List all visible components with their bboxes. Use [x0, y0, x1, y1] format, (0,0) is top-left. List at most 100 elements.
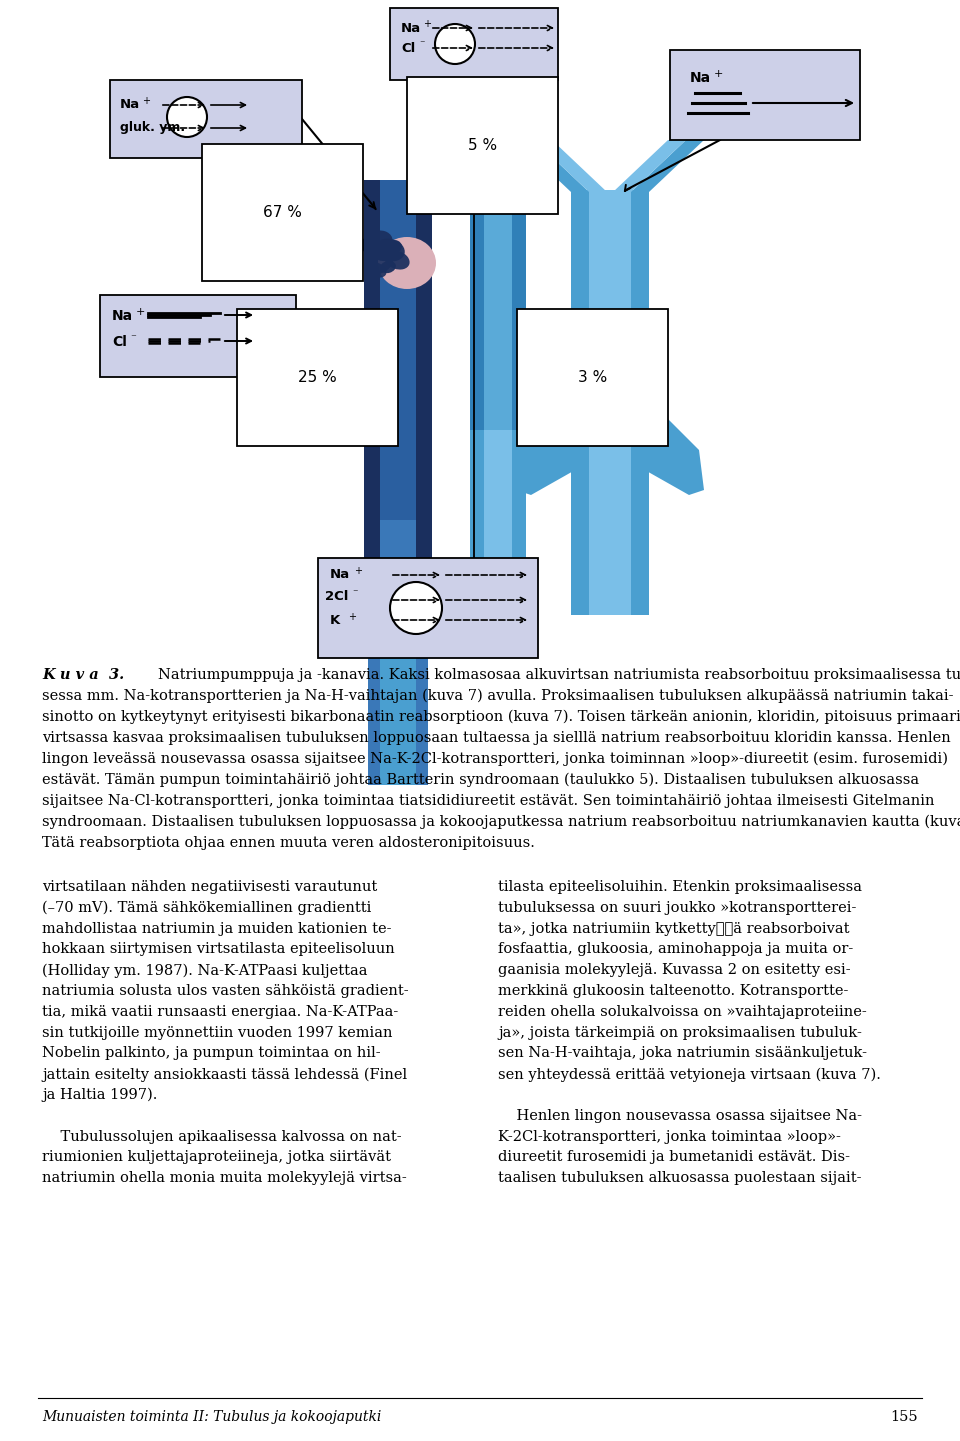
Ellipse shape	[384, 251, 410, 269]
Text: ⁻: ⁻	[419, 39, 424, 49]
Circle shape	[167, 97, 207, 137]
Text: fosfaattia, glukoosia, aminohappoja ja muita or-: fosfaattia, glukoosia, aminohappoja ja m…	[498, 942, 853, 957]
Bar	[512, 180, 526, 429]
Ellipse shape	[368, 262, 387, 278]
Bar	[631, 190, 649, 615]
Text: Na: Na	[112, 308, 133, 323]
Text: +: +	[348, 612, 356, 623]
Text: jattain esitelty ansiokkaasti tässä lehdessä (Finel: jattain esitelty ansiokkaasti tässä lehd…	[42, 1068, 407, 1082]
Text: 3 %: 3 %	[578, 370, 608, 385]
Text: natriumin ohella monia muita molekyylejä virtsa-: natriumin ohella monia muita molekyylejä…	[42, 1172, 407, 1185]
Text: virtsassa kasvaa proksimaalisen tubuluksen loppuosaan tultaessa ja sielllä natri: virtsassa kasvaa proksimaalisen tubuluks…	[42, 731, 950, 745]
Text: 25 %: 25 %	[298, 370, 337, 385]
Text: Na: Na	[120, 98, 140, 111]
Text: syndroomaan. Distaalisen tubuluksen loppuosassa ja kokoojaputkessa natrium reabs: syndroomaan. Distaalisen tubuluksen lopp…	[42, 816, 960, 830]
Ellipse shape	[384, 241, 402, 254]
Polygon shape	[376, 561, 520, 599]
Polygon shape	[516, 401, 589, 496]
Bar	[416, 180, 432, 599]
Bar	[380, 520, 416, 599]
Polygon shape	[376, 572, 520, 599]
Text: diureetit furosemidi ja bumetanidi estävät. Dis-: diureetit furosemidi ja bumetanidi estäv…	[498, 1150, 850, 1164]
Text: K u v a  3.: K u v a 3.	[42, 669, 124, 682]
Text: estävät. Tämän pumpun toimintahäiriö johtaa Bartterin syndroomaan (taulukko 5). : estävät. Tämän pumpun toimintahäiriö joh…	[42, 772, 919, 787]
Text: gluk. ym.: gluk. ym.	[120, 121, 185, 134]
Text: Na: Na	[690, 71, 711, 85]
Text: sinotto on kytkeytynyt erityisesti bikarbonaatin reabsorptioon (kuva 7). Toisen : sinotto on kytkeytynyt erityisesti bikar…	[42, 710, 960, 725]
Polygon shape	[516, 140, 589, 192]
Circle shape	[435, 24, 475, 63]
Polygon shape	[534, 140, 607, 192]
Bar	[571, 190, 589, 615]
Polygon shape	[631, 140, 704, 192]
Text: sijaitsee Na-Cl-kotransportteri, jonka toimintaa tiatsididiureetit estävät. Sen : sijaitsee Na-Cl-kotransportteri, jonka t…	[42, 794, 934, 808]
Text: 2Cl: 2Cl	[325, 591, 348, 604]
Text: (Holliday ym. 1987). Na-K-ATPaasi kuljettaa: (Holliday ym. 1987). Na-K-ATPaasi kuljet…	[42, 963, 368, 977]
Text: ja Haltia 1997).: ja Haltia 1997).	[42, 1088, 157, 1102]
Text: ta», jotka natriumiin kytkettyיןä reabsorboivat: ta», jotka natriumiin kytkettyיןä reabso…	[498, 922, 850, 935]
Ellipse shape	[361, 231, 393, 255]
Bar	[416, 599, 428, 785]
Text: ⁻: ⁻	[352, 588, 357, 598]
Text: +: +	[136, 307, 145, 317]
Bar	[100, 295, 296, 378]
Bar	[368, 599, 380, 785]
Text: sessa mm. Na-kotransportterien ja Na-H-vaihtajan (kuva 7) avulla. Proksimaalisen: sessa mm. Na-kotransportterien ja Na-H-v…	[42, 689, 953, 703]
Bar	[380, 180, 416, 520]
Text: sen yhteydessä erittää vetyioneja virtsaan (kuva 7).: sen yhteydessä erittää vetyioneja virtsa…	[498, 1068, 881, 1082]
Text: Natriumpumppuja ja -kanavia. Kaksi kolmasosaa alkuvirtsan natriumista reabsorboi: Natriumpumppuja ja -kanavia. Kaksi kolma…	[158, 669, 960, 682]
Text: tilasta epiteelisoluihin. Etenkin proksimaalisessa: tilasta epiteelisoluihin. Etenkin proksi…	[498, 880, 862, 893]
Ellipse shape	[375, 239, 405, 261]
Text: Tätä reabsorptiota ohjaa ennen muuta veren aldosteronipitoisuus.: Tätä reabsorptiota ohjaa ennen muuta ver…	[42, 836, 535, 850]
Bar	[110, 81, 302, 159]
Text: mahdollistaa natriumin ja muiden kationien te-: mahdollistaa natriumin ja muiden kationi…	[42, 922, 392, 935]
Text: gaanisia molekyylejä. Kuvassa 2 on esitetty esi-: gaanisia molekyylejä. Kuvassa 2 on esite…	[498, 963, 851, 977]
Text: (–70 mV). Tämä sähkökemiallinen gradientti: (–70 mV). Tämä sähkökemiallinen gradient…	[42, 901, 372, 915]
Text: Na: Na	[330, 569, 350, 582]
Text: K-2Cl-kotransportteri, jonka toimintaa »loop»-: K-2Cl-kotransportteri, jonka toimintaa »…	[498, 1130, 841, 1144]
Text: tubuluksessa on suuri joukko »kotransportterei-: tubuluksessa on suuri joukko »kotranspor…	[498, 901, 856, 915]
Text: +: +	[423, 19, 431, 29]
Text: Cl: Cl	[401, 42, 416, 55]
Text: Cl: Cl	[112, 334, 127, 349]
Text: 67 %: 67 %	[263, 205, 301, 220]
Ellipse shape	[378, 236, 436, 290]
Text: sin tutkijoille myönnettiin vuoden 1997 kemian: sin tutkijoille myönnettiin vuoden 1997 …	[42, 1026, 393, 1039]
Text: hokkaan siirtymisen virtsatilasta epiteelisoluun: hokkaan siirtymisen virtsatilasta epitee…	[42, 942, 395, 957]
Bar	[512, 180, 526, 599]
Text: 155: 155	[890, 1409, 918, 1424]
Text: Na: Na	[401, 22, 421, 35]
Bar	[589, 190, 631, 615]
Text: natriumia solusta ulos vasten sähköistä gradient-: natriumia solusta ulos vasten sähköistä …	[42, 984, 409, 999]
Bar	[470, 180, 484, 429]
Text: K: K	[330, 614, 340, 627]
Bar	[364, 180, 380, 599]
Text: lingon leveässä nousevassa osassa sijaitsee Na-K-2Cl-kotransportteri, jonka toim: lingon leveässä nousevassa osassa sijait…	[42, 752, 948, 767]
Text: Henlen lingon nousevassa osassa sijaitsee Na-: Henlen lingon nousevassa osassa sijaitse…	[498, 1108, 862, 1123]
Text: Munuaisten toiminta II: Tubulus ja kokoojaputki: Munuaisten toiminta II: Tubulus ja kokoo…	[42, 1409, 381, 1424]
Text: taalisen tubuluksen alkuosassa puolestaan sijait-: taalisen tubuluksen alkuosassa puolestaa…	[498, 1172, 861, 1185]
Text: +: +	[714, 69, 724, 79]
Text: riumionien kuljettajaproteiineja, jotka siirtävät: riumionien kuljettajaproteiineja, jotka …	[42, 1150, 391, 1164]
Ellipse shape	[380, 261, 396, 274]
Polygon shape	[613, 140, 686, 192]
Text: virtsatilaan nähden negatiivisesti varautunut: virtsatilaan nähden negatiivisesti varau…	[42, 880, 377, 893]
Ellipse shape	[367, 252, 393, 274]
Text: ⁻: ⁻	[130, 333, 136, 343]
Text: merkkinä glukoosin talteenotto. Kotransportte-: merkkinä glukoosin talteenotto. Kotransp…	[498, 984, 849, 999]
Ellipse shape	[372, 245, 394, 261]
Text: 5 %: 5 %	[468, 138, 497, 153]
Text: Tubulussolujen apikaalisessa kalvossa on nat-: Tubulussolujen apikaalisessa kalvossa on…	[42, 1130, 401, 1144]
Text: ja», joista tärkeimpiä on proksimaalisen tubuluk-: ja», joista tärkeimpiä on proksimaalisen…	[498, 1026, 862, 1039]
Bar	[670, 50, 860, 140]
Text: Nobelin palkinto, ja pumpun toimintaa on hil-: Nobelin palkinto, ja pumpun toimintaa on…	[42, 1046, 380, 1061]
Text: +: +	[354, 566, 362, 576]
Bar	[484, 180, 512, 599]
Circle shape	[390, 582, 442, 634]
Text: sen Na-H-vaihtaja, joka natriumin sisäänkuljetuk-: sen Na-H-vaihtaja, joka natriumin sisään…	[498, 1046, 867, 1061]
Bar	[470, 180, 484, 599]
Text: tia, mikä vaatii runsaasti energiaa. Na-K-ATPaa-: tia, mikä vaatii runsaasti energiaa. Na-…	[42, 1004, 398, 1019]
Text: reiden ohella solukalvoissa on »vaihtajaproteiine-: reiden ohella solukalvoissa on »vaihtaja…	[498, 1004, 867, 1019]
Polygon shape	[631, 401, 704, 496]
Bar	[380, 599, 416, 785]
